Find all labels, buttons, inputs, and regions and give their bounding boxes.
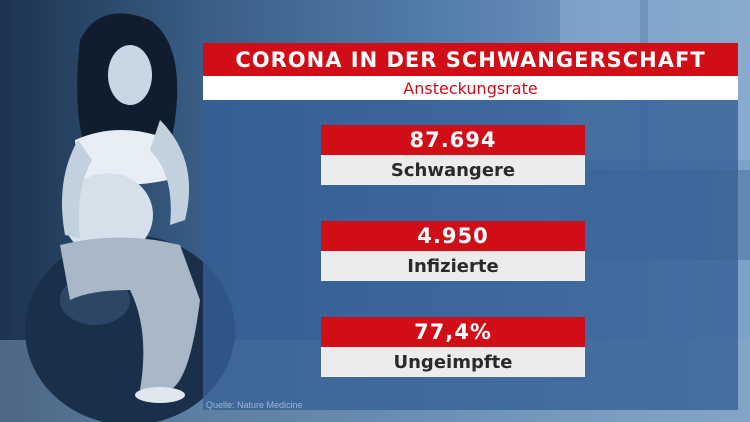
graphic-subtitle: Ansteckungsrate [203,76,738,100]
stat-card-infected: 4.950 Infizierte [321,221,585,281]
stat-label: Schwangere [321,155,585,185]
stat-card-unvaccinated: 77,4% Ungeimpfte [321,317,585,377]
stat-value: 77,4% [321,317,585,347]
stat-label: Ungeimpfte [321,347,585,377]
stat-value: 87.694 [321,125,585,155]
stat-label: Infizierte [321,251,585,281]
stat-value: 4.950 [321,221,585,251]
stat-card-pregnant: 87.694 Schwangere [321,125,585,185]
graphic-title: CORONA IN DER SCHWANGERSCHAFT [203,43,738,76]
source-note: Quelle: Nature Medicine [206,400,303,410]
